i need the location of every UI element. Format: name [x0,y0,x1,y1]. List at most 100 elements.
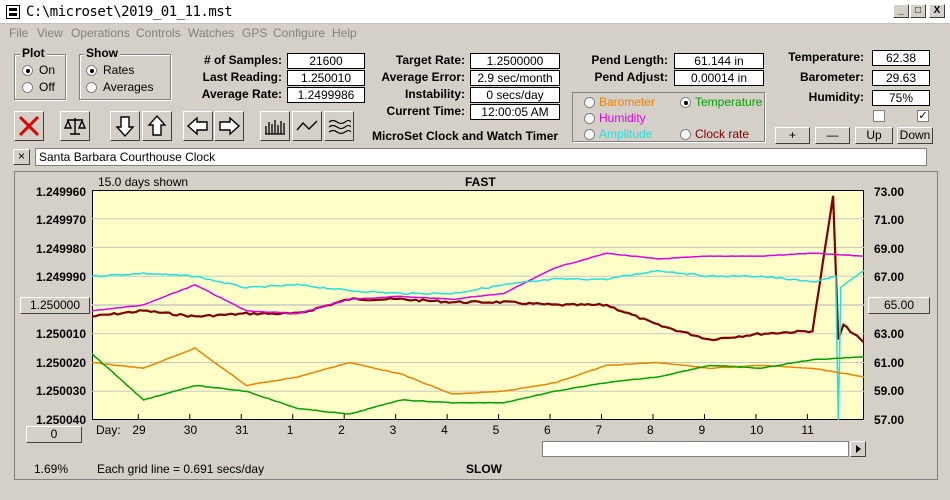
left-tick-label: 1.250030 [35,384,86,398]
clock-name-field[interactable]: Santa Barbara Courthouse Clock [35,148,927,166]
show-rates-label[interactable]: Rates [103,63,135,77]
show-group-title: Show [84,46,120,60]
right-tick-label: 57.00 [874,413,905,427]
x-tick-label: 31 [235,423,249,437]
x-tick-label: 7 [595,423,603,437]
left-tick-label: 1.250040 [35,413,86,427]
pend-length-value: 61.144 in [674,53,764,69]
average-error-value: 2.9 sec/month [470,70,560,86]
temperature-label: Temperature: [788,50,864,64]
current-time-label: Current Time: [386,104,465,118]
x-tick-label: 5 [492,423,500,437]
clock-rate-radio[interactable] [680,129,691,140]
scale-balance-icon [63,118,87,135]
menu-configure[interactable]: Configure [273,26,326,40]
up-arrow-icon [147,114,167,136]
stop-button[interactable] [14,111,44,141]
average-rate-value: 1.2499986 [287,87,365,103]
maximize-button[interactable]: □ [910,4,926,18]
balance-button[interactable] [60,111,90,141]
x-tick-label: 10 [749,423,764,437]
menu-help[interactable]: Help [332,26,357,40]
up-button[interactable]: Up [855,127,893,144]
left-arrow-icon [186,116,208,136]
amplitude-radio[interactable] [584,129,595,140]
wave-icon [328,119,351,135]
menu-gps[interactable]: GPS [242,26,268,40]
down-button[interactable]: Down [897,127,933,144]
day-axis-label: Day: [96,423,121,437]
barometer-radio-label[interactable]: Barometer [599,95,656,109]
title-bar: C:\microset\2019_01_11.mst _ □ X [0,0,950,24]
checkbox-2[interactable]: ✓ [917,110,929,122]
right-arrow-button[interactable] [214,111,244,141]
x-tick-label: 11 [801,423,814,437]
menu-file[interactable]: File [9,26,29,40]
pend-length-label: Pend Length: [591,53,668,67]
average-rate-label: Average Rate: [201,87,282,101]
app-name-label: MicroSet Clock and Watch Timer [372,129,559,143]
chart-scrollbar[interactable] [542,441,866,457]
average-error-label: Average Error: [381,70,465,84]
humidity-radio[interactable] [584,113,595,124]
barometer-label: Barometer: [799,70,864,84]
minus-button[interactable]: — [815,127,850,144]
bar-view-button[interactable] [260,111,290,141]
minimize-button[interactable]: _ [893,4,909,18]
plot-group-title: Plot [20,46,47,60]
target-rate-label: Target Rate: [395,53,465,67]
instability-label: Instability: [404,87,465,101]
close-button[interactable]: X [929,4,945,18]
right-tick-label: 63.00 [874,327,905,341]
chart-svg [92,190,864,420]
plot-off-label[interactable]: Off [39,80,55,94]
wave-view-button[interactable] [324,111,354,141]
slow-label: SLOW [466,462,502,476]
instability-value: 0 secs/day [470,87,560,103]
plus-button[interactable]: + [775,127,810,144]
scroll-right-button[interactable] [850,441,866,457]
series-line-amplitude [92,269,864,420]
barometer-radio[interactable] [584,97,595,108]
x-tick-label: 4 [441,423,448,437]
grid-note-label: Each grid line = 0.691 secs/day [97,462,265,476]
clock-rate-radio-label[interactable]: Clock rate [695,127,750,141]
show-averages-label[interactable]: Averages [103,80,154,94]
x-tick-label: 30 [183,423,198,437]
window-title: C:\microset\2019_01_11.mst [26,4,233,20]
show-averages-radio[interactable] [86,82,97,93]
plot-on-radio[interactable] [22,65,33,76]
x-tick-label: 29 [132,423,146,437]
temperature-radio[interactable] [680,97,691,108]
line-chart-icon [296,120,318,131]
checkbox-1[interactable] [873,110,885,122]
menu-view[interactable]: View [37,26,63,40]
plot-on-label[interactable]: On [39,63,56,77]
up-arrow-button[interactable] [142,111,172,141]
humidity-radio-label[interactable]: Humidity [599,111,646,125]
line-view-button[interactable] [292,111,322,141]
plot-off-radio[interactable] [22,82,33,93]
amplitude-radio-label[interactable]: Amplitude [599,127,653,141]
humidity-label: Humidity: [808,90,864,104]
left-arrow-button[interactable] [183,111,213,141]
barometer-value: 29.63 [872,70,930,86]
right-tick-label: 73.00 [874,185,905,199]
offset-button[interactable]: 0 [26,426,82,443]
right-center-button[interactable]: 65.00 [868,297,930,314]
scroll-right-arrow-icon [856,445,861,453]
left-center-button[interactable]: 1.250000 [20,297,90,314]
show-rates-radio[interactable] [86,65,97,76]
down-arrow-button[interactable] [110,111,140,141]
scrollbar-track[interactable] [542,441,849,457]
clock-close-button[interactable]: × [13,149,30,165]
menu-watches[interactable]: Watches [188,26,235,40]
x-tick-label: 8 [646,423,654,437]
temperature-value: 62.38 [872,50,930,66]
pend-adjust-label: Pend Adjust: [594,70,668,84]
current-time-value: 12:00:05 AM [470,104,560,120]
temperature-radio-label[interactable]: Temperature [695,95,763,109]
menu-operations[interactable]: Operations [71,26,130,40]
menu-controls[interactable]: Controls [136,26,181,40]
series-line-clock-rate [92,195,864,344]
